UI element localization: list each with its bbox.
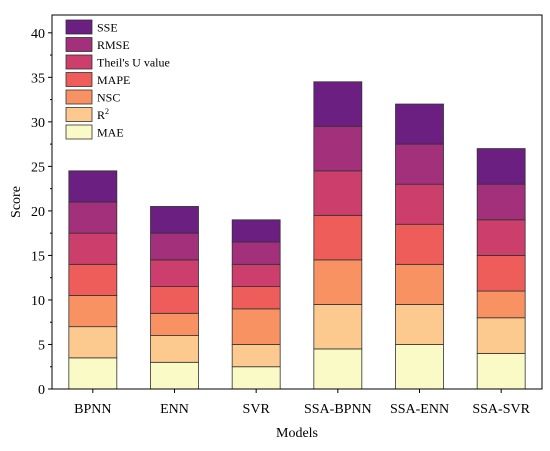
y-tick-label: 10 [31,294,45,309]
bar-segment-enn-1 [150,335,199,363]
bar-segment-svr-5 [231,241,281,265]
bar-segment-bpnn-1 [68,326,118,359]
bar-segment-ssa-bpnn-5 [313,125,363,172]
legend-label: MAPE [97,73,130,87]
bar-segment-ssa-enn-6 [395,103,444,145]
bar-segment-bpnn-5 [68,201,118,234]
bar-segment-ssa-bpnn-4 [313,170,363,216]
y-tick-label: 15 [31,249,45,264]
x-tick-label: ENN [160,402,189,417]
legend-swatch [65,72,93,87]
bar-segment-bpnn-3 [68,263,118,296]
legend-label: SSE [97,21,118,35]
y-tick-label: 20 [31,205,45,220]
plot-frame [51,14,543,390]
y-tick-label: 35 [31,71,45,86]
bar-segment-ssa-svr-1 [476,317,526,354]
bar-segment-ssa-enn-1 [395,304,444,345]
bar-segment-ssa-svr-0 [476,352,526,390]
x-tick-label: BPNN [74,402,111,417]
y-tick-label: 40 [31,27,45,42]
bar-segment-ssa-bpnn-6 [313,81,363,127]
x-tick-label: SSA-BPNN [304,402,372,417]
bar-segment-enn-5 [150,232,199,261]
bar-segment-enn-3 [150,286,199,314]
legend-label: R2 [97,107,109,122]
legend-label: MAE [97,126,124,140]
bar-segment-bpnn-6 [68,170,118,203]
bar-segment-enn-6 [150,206,199,234]
legend-swatch [65,19,93,35]
bar-segment-svr-3 [231,286,281,310]
y-tick-label: 25 [31,160,45,175]
bar-segment-svr-6 [231,219,281,243]
legend-swatch [65,107,93,122]
x-tick-label: SSA-SVR [472,402,530,417]
x-tick-label: SSA-ENN [390,402,449,417]
legend-swatch [65,124,93,140]
bar-segment-svr-0 [231,366,281,390]
bar-segment-ssa-enn-0 [395,344,444,390]
bar-segment-ssa-svr-2 [476,290,526,319]
bar-segment-ssa-bpnn-1 [313,304,363,350]
axes-layer: BPNN ENN SVR SSA-BPNN SSA-ENN SSA-SVR 0 5 10 15 20… [31,14,543,417]
bar-segment-bpnn-0 [68,357,118,390]
bar-segment-enn-0 [150,361,199,390]
bar-segment-svr-4 [231,263,281,287]
y-tick-label: 5 [38,338,45,353]
y-tick-label: 0 [38,383,45,398]
legend-swatch [65,37,93,52]
bar-segment-ssa-enn-4 [395,183,444,225]
legend-swatch [65,54,93,70]
bar-segment-bpnn-2 [68,295,118,328]
bar-segment-ssa-enn-5 [395,143,444,185]
bar-segment-bpnn-4 [68,232,118,265]
legend: SSE RMSE Theil's U value MAPE NSC R2 MAE [65,19,170,140]
legend-swatch [65,89,93,105]
legend-label: Theil's U value [97,56,170,70]
bar-segment-svr-2 [231,308,281,345]
y-tick-label: 30 [31,116,45,131]
bar-segment-ssa-enn-2 [395,263,444,305]
bar-segment-ssa-svr-3 [476,255,526,292]
bar-segment-svr-1 [231,344,281,368]
legend-label: NSC [97,91,120,105]
bar-segment-ssa-svr-5 [476,183,526,221]
bars-layer [68,81,526,390]
bar-segment-enn-2 [150,312,199,336]
x-tick-label: SVR [243,402,271,417]
bar-segment-ssa-enn-3 [395,223,444,265]
legend-label: RMSE [97,38,130,52]
bar-segment-enn-4 [150,259,199,287]
bar-segment-ssa-bpnn-0 [313,348,363,390]
bar-segment-ssa-svr-6 [476,148,526,185]
x-axis-title: Models [276,426,318,441]
bar-segment-ssa-bpnn-2 [313,259,363,305]
bar-segment-ssa-bpnn-3 [313,214,363,261]
bar-segment-ssa-svr-4 [476,219,526,256]
y-axis-title: Score [9,186,24,218]
